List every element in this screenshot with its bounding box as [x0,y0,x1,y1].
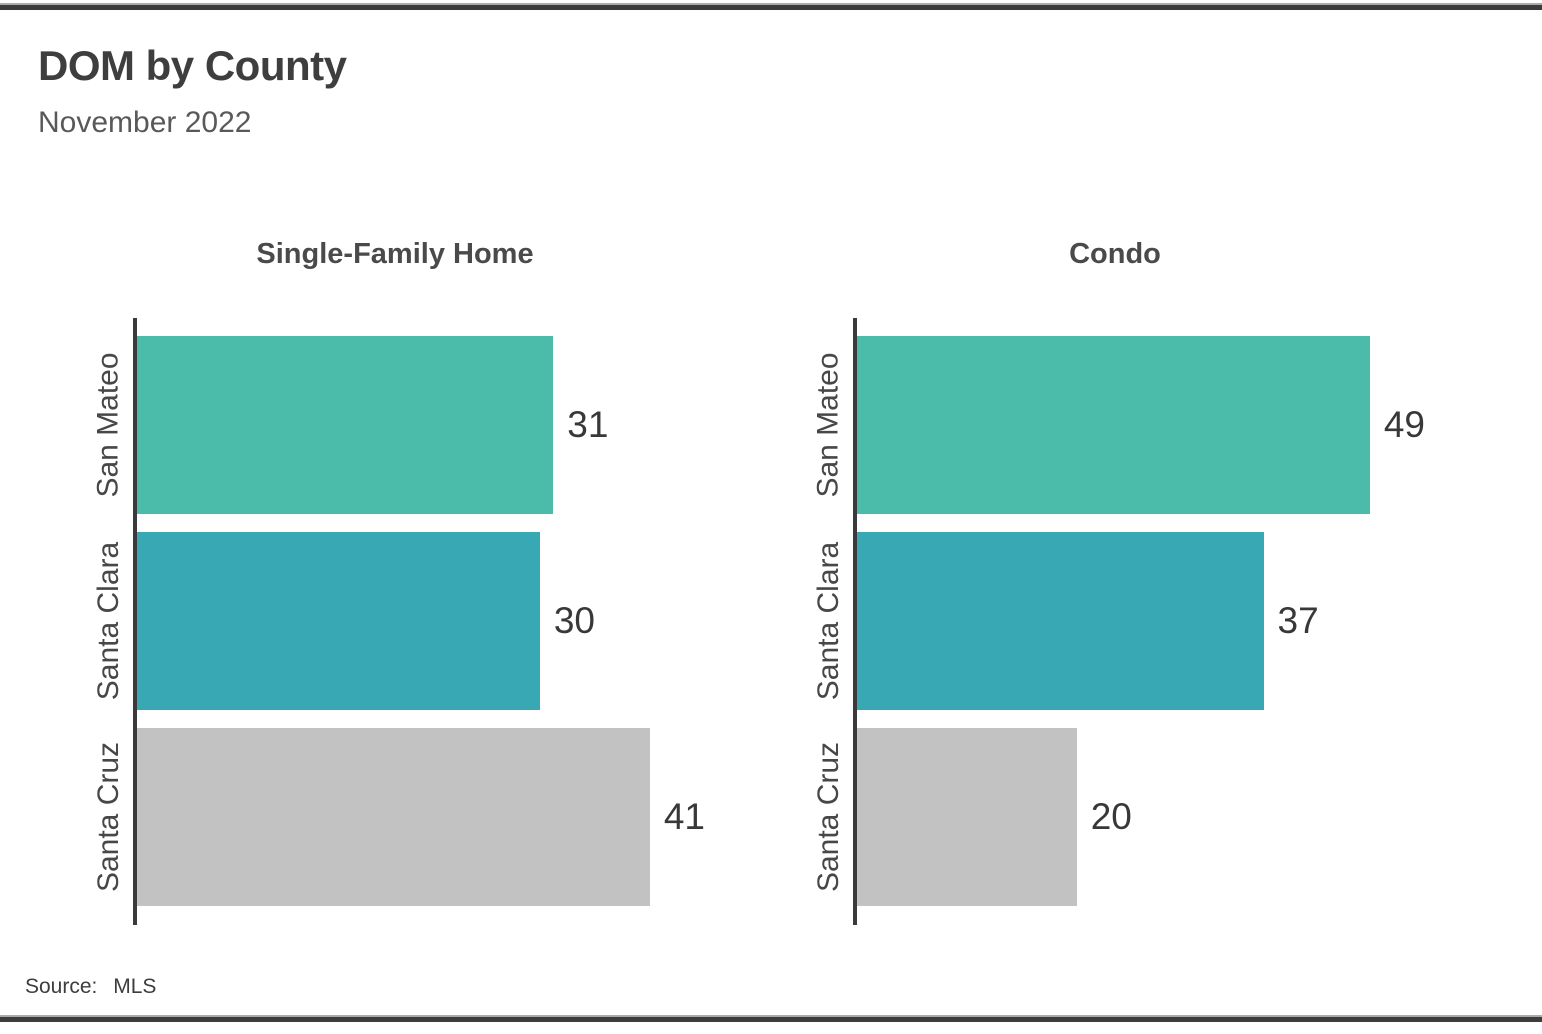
bar-row: 41 [137,728,705,906]
y-axis-label: San Mateo [805,336,853,514]
y-axis-label-text: Santa Cruz [812,741,846,893]
y-axis-label: Santa Cruz [805,728,853,906]
y-axis-label: San Mateo [85,336,133,514]
panel-title: Condo [1069,238,1161,270]
bar-row: 49 [857,336,1425,514]
y-axis-label-text: San Mateo [92,352,125,498]
y-axis-label-text: Santa Clara [812,541,845,701]
y-axis-labels: San Mateo Santa Clara Santa Cruz [805,318,853,925]
bar [857,532,1264,710]
chart-panel: Single-Family Home San Mateo Santa Clara Sa… [85,238,705,925]
bar [857,728,1077,906]
bar-row: 30 [137,532,705,710]
bar-value-label: 37 [1277,600,1319,641]
source-value: MLS [113,975,157,998]
chart-panel: Condo San Mateo Santa Clara Santa Cruz 49 37 2… [805,238,1425,925]
source-label: Source: [25,975,98,998]
bar [137,728,650,906]
panel-title: Single-Family Home [256,238,534,270]
bar-row: 37 [857,532,1425,710]
bottom-rule [0,1015,1542,1022]
y-axis-labels: San Mateo Santa Clara Santa Cruz [85,318,133,925]
y-axis-label-text: Santa Clara [92,541,125,701]
plot-area: San Mateo Santa Clara Santa Cruz 49 37 20 [805,318,1425,925]
plot-area: San Mateo Santa Clara Santa Cruz 31 30 41 [85,318,705,925]
top-rule [0,3,1542,10]
bars-column: 49 37 20 [853,318,1425,925]
charts-container: Single-Family Home San Mateo Santa Clara Sa… [85,238,1425,925]
y-axis-label: Santa Clara [805,532,853,710]
page-title: DOM by County [38,42,347,89]
bar-value-label: 49 [1383,404,1425,445]
y-axis-label-text: San Mateo [812,352,845,498]
bar [137,532,540,710]
bar-row: 20 [857,728,1425,906]
bars-column: 31 30 41 [133,318,705,925]
bar [857,336,1370,514]
bar-value-label: 41 [663,796,705,837]
bar-value-label: 30 [553,600,595,641]
y-axis-label: Santa Clara [85,532,133,710]
page-subtitle: November 2022 [38,106,252,139]
bar [137,336,554,514]
y-axis-label-text: Santa Cruz [92,741,126,893]
bar-row: 31 [137,336,705,514]
source-line: Source: MLS [25,975,156,999]
bar-value-label: 20 [1090,796,1132,837]
report-header: DOM by County November 2022 [38,42,347,140]
y-axis-label: Santa Cruz [85,728,133,906]
bar-value-label: 31 [567,404,609,445]
